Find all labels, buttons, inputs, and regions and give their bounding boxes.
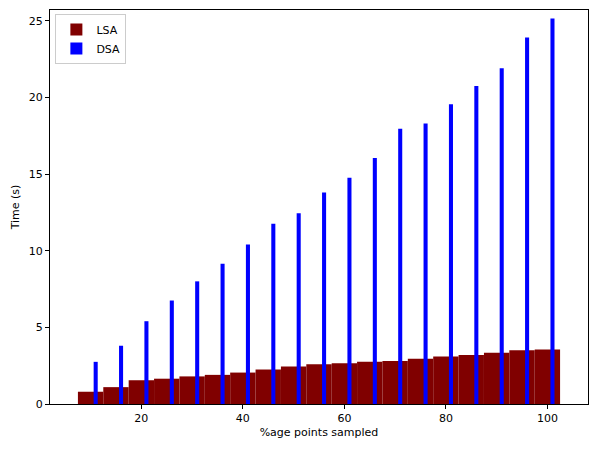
svg-text:%age points sampled: %age points sampled (260, 426, 379, 439)
svg-text:15: 15 (29, 168, 43, 181)
svg-text:0: 0 (36, 398, 43, 411)
svg-text:Time (s): Time (s) (9, 185, 22, 231)
svg-text:20: 20 (134, 412, 148, 425)
svg-text:60: 60 (337, 412, 351, 425)
svg-text:LSA: LSA (96, 24, 117, 37)
svg-text:25: 25 (29, 15, 43, 28)
svg-text:100: 100 (537, 412, 558, 425)
svg-text:5: 5 (36, 321, 43, 334)
svg-text:20: 20 (29, 91, 43, 104)
svg-text:80: 80 (439, 412, 453, 425)
svg-text:DSA: DSA (96, 43, 120, 56)
svg-text:40: 40 (236, 412, 250, 425)
svg-text:10: 10 (29, 245, 43, 258)
